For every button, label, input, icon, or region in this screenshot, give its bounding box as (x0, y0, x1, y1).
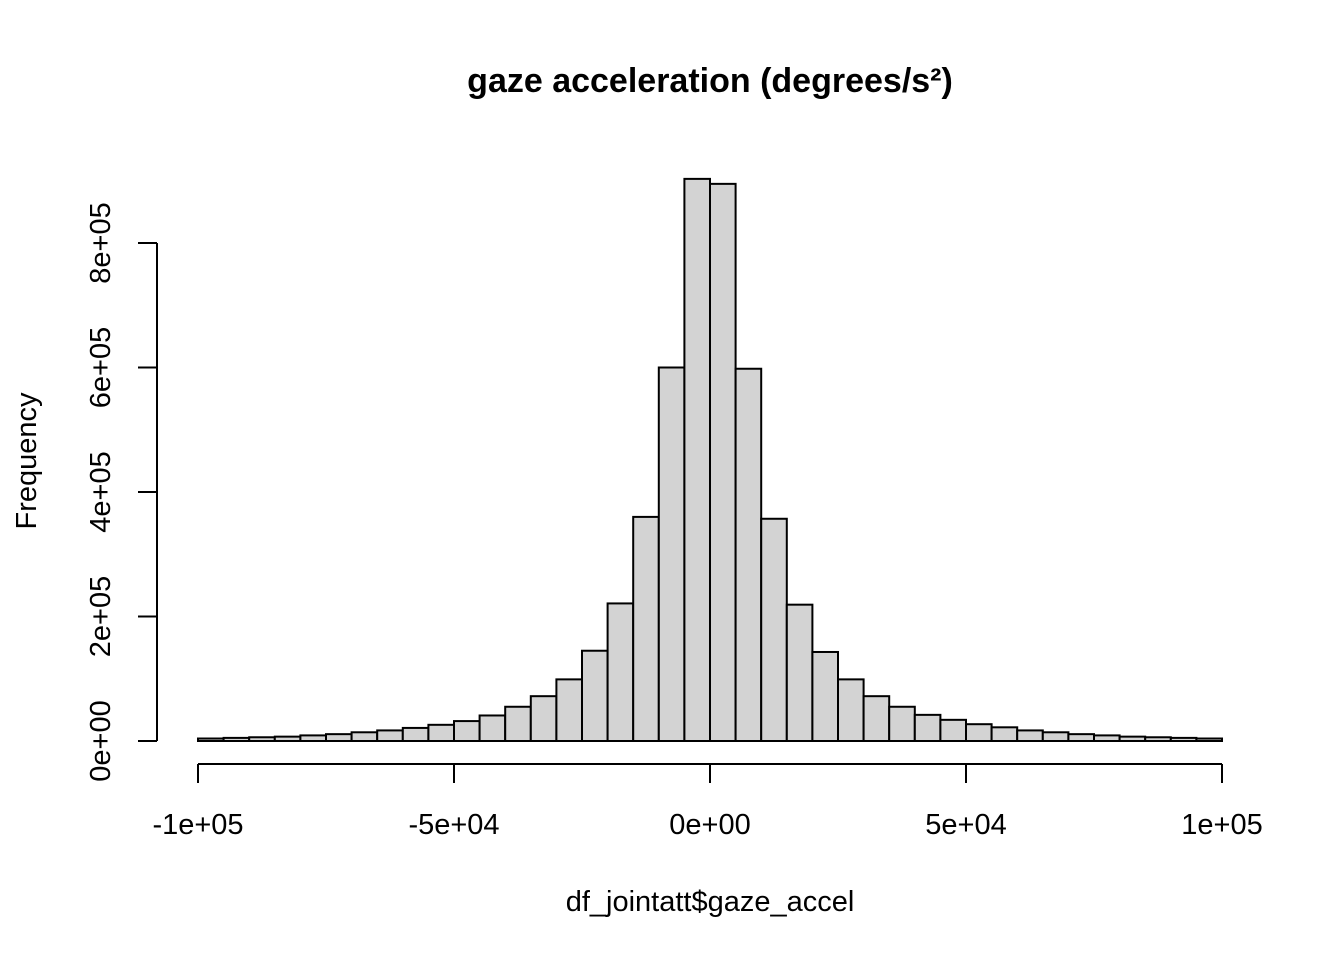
histogram-bar (325, 733, 353, 743)
histogram-bar (581, 649, 609, 742)
histogram-bar (811, 650, 840, 742)
histogram-bar (376, 729, 404, 742)
histogram-bar (299, 734, 327, 743)
histogram-bar (939, 718, 968, 743)
histogram-bar (632, 515, 660, 743)
histogram-bar (683, 177, 712, 742)
y-axis: 0e+00 2e+05 4e+05 6e+05 8e+05 (85, 202, 158, 782)
histogram-bar (1041, 731, 1070, 742)
histogram-bar (1067, 733, 1096, 743)
histogram-bar (350, 731, 379, 742)
histogram-bar (785, 603, 814, 742)
y-tick-label: 8e+05 (85, 202, 117, 283)
histogram-bar (913, 713, 942, 742)
histogram-bar (606, 602, 635, 742)
histogram-bar (197, 737, 225, 743)
histogram-bar (1169, 736, 1198, 743)
histogram-bar (273, 735, 302, 743)
histogram-bar (427, 723, 455, 743)
histogram-bar (1144, 736, 1172, 743)
histogram-bar (1118, 735, 1147, 743)
histogram-bar (990, 726, 1019, 742)
x-tick-label: 1e+05 (1181, 809, 1262, 841)
chart-title: gaze acceleration (degrees/s²) (467, 62, 953, 100)
y-axis-label: Frequency (11, 392, 43, 530)
histogram-bar (760, 517, 788, 743)
y-tick-label: 6e+05 (85, 327, 117, 408)
histogram-bar (709, 182, 737, 743)
histogram-bar (888, 705, 916, 743)
x-axis-label: df_jointatt$gaze_accel (566, 886, 855, 918)
histogram-bar (1093, 734, 1121, 743)
x-axis: -1e+05 -5e+04 0e+00 5e+04 1e+05 (152, 763, 1263, 841)
histogram-bar (837, 678, 865, 742)
y-tick-label: 0e+00 (85, 700, 117, 781)
bars-group (197, 177, 1224, 743)
histogram-bar (529, 695, 558, 742)
x-tick-label: 5e+04 (925, 809, 1006, 841)
histogram-bar (965, 723, 993, 743)
histogram-bar (1016, 729, 1044, 742)
histogram-bar (478, 714, 507, 742)
histogram-bar (555, 678, 584, 742)
x-tick-label: -5e+04 (408, 809, 499, 841)
x-tick-label: -1e+05 (152, 809, 243, 841)
histogram-bar (504, 705, 532, 743)
histogram-bar (1195, 737, 1224, 743)
histogram-bar (222, 736, 251, 743)
histogram-bar (248, 736, 276, 743)
histogram-bar (862, 695, 891, 742)
histogram-bar (657, 366, 686, 742)
y-tick-label: 2e+05 (85, 576, 117, 657)
y-tick-label: 4e+05 (85, 451, 117, 532)
histogram-bar (734, 367, 763, 742)
histogram-bar (401, 726, 430, 742)
x-tick-label: 0e+00 (669, 809, 750, 841)
histogram-bar (453, 720, 481, 743)
